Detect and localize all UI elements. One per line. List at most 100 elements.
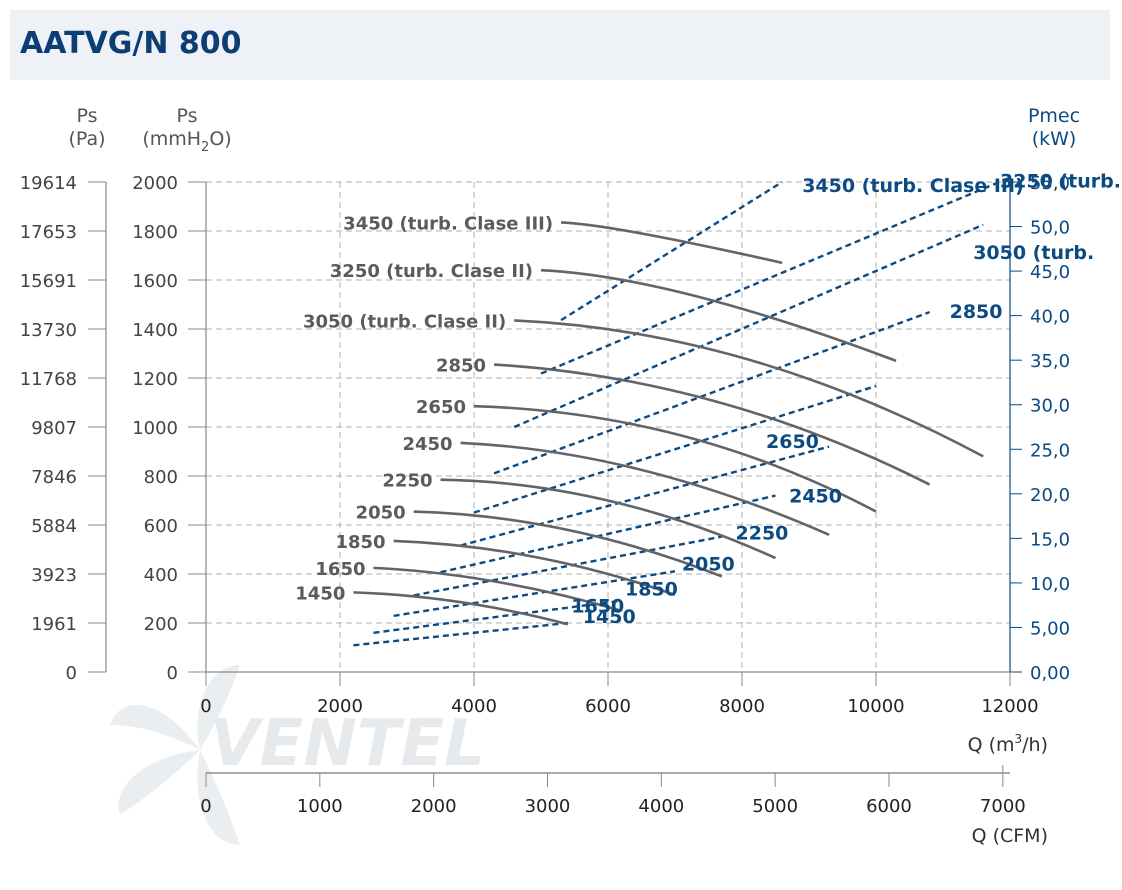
- x-tick-label: 10000: [847, 696, 904, 717]
- left-mm-tick-label: 2000: [132, 173, 178, 194]
- left-mm-tick-label: 0: [167, 663, 178, 684]
- pressure-label-1450: 1450: [295, 583, 345, 604]
- power-label-3250: 3250 (turb. Clase I: [1000, 171, 1122, 193]
- x-tick-label: 12000: [981, 696, 1038, 717]
- left-pa-axis-unit: (Pa): [68, 128, 105, 150]
- left-pa-tick-label: 9807: [31, 418, 77, 439]
- pressure-curve-3450: [561, 221, 783, 265]
- left-pa-tick-label: 13730: [20, 320, 77, 341]
- left-mm-axis-unit: (mmH2O): [142, 128, 231, 155]
- right-tick-label: 10,0: [1030, 574, 1070, 595]
- pressure-label-3250: 3250 (turb. Clase II): [330, 261, 533, 282]
- power-line-2850: [493, 310, 931, 475]
- power-line-3450: [560, 180, 783, 322]
- right-tick-label: 55,0: [1030, 173, 1070, 194]
- pressure-curve-2250: [440, 478, 777, 560]
- x-tick-label: 2000: [317, 696, 363, 717]
- pressure-label-2850: 2850: [436, 356, 486, 377]
- left-mm-tick-label: 1800: [132, 222, 178, 243]
- page-title: AATVG/N 800: [20, 26, 242, 61]
- left-pa-tick-label: 5884: [31, 516, 77, 537]
- left-pa-tick-label: 1961: [31, 614, 77, 635]
- power-label-1850: 1850: [625, 578, 678, 600]
- right-tick-label: 0,00: [1030, 663, 1070, 684]
- power-line-3050: [513, 223, 984, 429]
- pressure-curve-2850: [494, 363, 931, 486]
- power-label-1450: 1450: [583, 606, 636, 628]
- x-axis-label-prefix: Q (m: [968, 734, 1015, 756]
- cfm-tick-label: 5000: [752, 796, 798, 817]
- left-pa-tick-label: 0: [66, 663, 77, 684]
- title-bar: [10, 10, 1110, 80]
- pressure-label-1650: 1650: [315, 559, 365, 580]
- power-label-3450: 3450 (turb. Clase III): [802, 175, 1024, 197]
- power-line-3250: [540, 176, 1011, 375]
- left-pa-tick-label: 7846: [31, 467, 77, 488]
- pressure-label-2050: 2050: [356, 503, 406, 524]
- left-mm-tick-label: 1200: [132, 369, 178, 390]
- pressure-curve-1850: [393, 539, 676, 597]
- power-line-1450: [353, 621, 568, 647]
- pressure-curve-2650: [473, 404, 877, 513]
- cfm-tick-label: 7000: [980, 796, 1026, 817]
- left-pa-tick-label: 3923: [31, 565, 77, 586]
- left-mm-unit-prefix: (mmH: [142, 128, 201, 150]
- left-mm-tick-label: 400: [144, 565, 178, 586]
- pressure-curves: [353, 221, 984, 626]
- power-label-2050: 2050: [682, 554, 735, 576]
- power-line-2450: [460, 445, 830, 547]
- pressure-label-2650: 2650: [416, 397, 466, 418]
- right-axis-title: Pmec: [1028, 105, 1080, 127]
- power-label-1650: 1650: [571, 596, 624, 618]
- power-label-2650: 2650: [766, 431, 819, 453]
- left-pa-tick-label: 11768: [20, 369, 77, 390]
- cfm-tick-label: 1000: [297, 796, 343, 817]
- left-mm-tick-label: 1400: [132, 320, 178, 341]
- pressure-curve-2050: [413, 510, 723, 578]
- pressure-label-3450: 3450 (turb. Clase III): [343, 213, 553, 234]
- left-mm-tick-label: 1600: [132, 271, 178, 292]
- pressure-curve-3250: [540, 268, 897, 363]
- pressure-label-1850: 1850: [335, 532, 385, 553]
- pressure-label-2250: 2250: [382, 471, 432, 492]
- power-label-2850: 2850: [950, 301, 1003, 323]
- x-tick-label: 0: [200, 696, 211, 717]
- pressure-label-2450: 2450: [402, 434, 452, 455]
- left-mm-tick-label: 200: [144, 614, 178, 635]
- left-mm-unit-sub: 2: [201, 140, 209, 155]
- x-tick-label: 6000: [585, 696, 631, 717]
- power-line-2650: [473, 384, 877, 514]
- left-mm-tick-label: 800: [144, 467, 178, 488]
- pressure-label-3050: 3050 (turb. Clase II): [303, 311, 506, 332]
- pressure-curve-1650: [373, 566, 622, 612]
- x-axis-title-m3h: Q (m3/h): [968, 732, 1048, 756]
- left-mm-unit-suffix: O): [209, 128, 231, 150]
- left-mm-tick-label: 1000: [132, 418, 178, 439]
- power-line-2250: [440, 494, 776, 574]
- cfm-tick-label: 4000: [638, 796, 684, 817]
- pressure-curve-1450: [353, 591, 569, 626]
- right-tick-label: 30,0: [1030, 396, 1070, 417]
- right-tick-label: 5,00: [1030, 618, 1070, 639]
- right-tick-label: 20,0: [1030, 485, 1070, 506]
- right-tick-label: 15,0: [1030, 529, 1070, 550]
- cfm-tick-label: 2000: [411, 796, 457, 817]
- right-tick-label: 40,0: [1030, 307, 1070, 328]
- power-lines: [353, 176, 1011, 647]
- x-axis-label-suffix: /h): [1022, 734, 1048, 756]
- pressure-curve-3050: [514, 319, 984, 458]
- power-label-2450: 2450: [789, 486, 842, 508]
- left-pa-tick-label: 15691: [20, 271, 77, 292]
- power-line-1850: [393, 570, 676, 618]
- right-tick-label: 45,0: [1030, 262, 1070, 283]
- left-mm-axis-title: Ps: [176, 105, 197, 127]
- right-tick-label: 50,0: [1030, 218, 1070, 239]
- power-label-3050: 3050 (turb.: [973, 242, 1094, 264]
- x-axis-title-cfm: Q (CFM): [972, 825, 1048, 847]
- cfm-tick-label: 0: [200, 796, 211, 817]
- left-pa-axis-title: Ps: [76, 105, 97, 127]
- x-tick-label: 8000: [719, 696, 765, 717]
